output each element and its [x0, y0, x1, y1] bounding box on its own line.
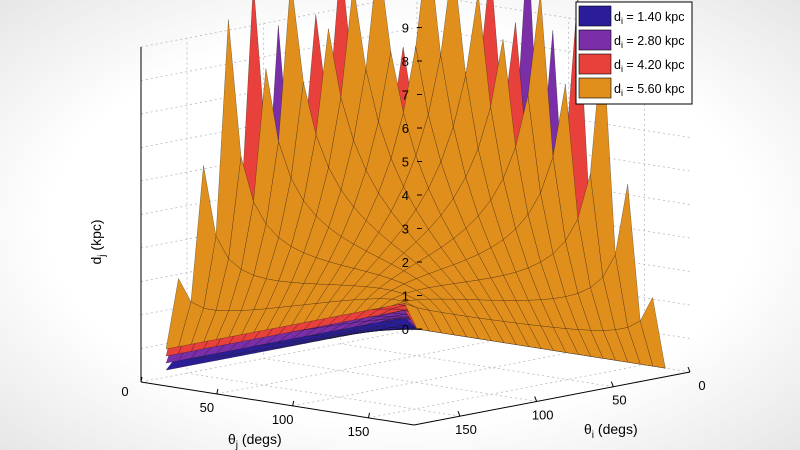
surface-cell [440, 0, 466, 127]
surface-cell [527, 0, 554, 193]
surface-5.6 [165, 0, 666, 369]
legend-label-4: di = 5.60 kpc [614, 82, 684, 98]
legend-item: di = 5.60 kpc [578, 77, 684, 99]
surface-cell [165, 277, 192, 350]
y-tick [457, 410, 461, 417]
legend-swatch-3 [578, 53, 612, 75]
y-tick-label: 0 [698, 378, 705, 393]
surface-cell [415, 0, 441, 115]
y-tick [534, 396, 538, 402]
surface-cell [615, 184, 641, 328]
z-tick-label: 0 [402, 322, 409, 337]
x-tick [140, 376, 143, 383]
legend-item: di = 4.20 kpc [578, 53, 684, 75]
legend-swatch-2 [578, 29, 612, 51]
z-tick-label: 10 [395, 0, 409, 2]
surface-cell [365, 0, 391, 122]
y-tick [610, 381, 614, 387]
surface-cell [490, 39, 516, 180]
surface-cell [465, 0, 491, 149]
legend-swatch-4 [578, 77, 612, 99]
x-tick [292, 400, 295, 406]
y-tick-label: 50 [612, 393, 626, 408]
legend-label-2: di = 2.80 kpc [614, 34, 684, 50]
z-tick-label: 5 [402, 155, 409, 170]
z-tick-label: 1 [402, 289, 409, 304]
surface-cell [552, 84, 579, 242]
z-tick-label: 4 [402, 188, 409, 203]
x-tick [368, 412, 370, 418]
x-tick-label: 0 [121, 384, 128, 399]
surface-meshes [165, 0, 666, 371]
legend-item: di = 2.80 kpc [578, 29, 684, 51]
legend-label-1: di = 1.40 kpc [614, 10, 684, 26]
legend-item: di = 1.40 kpc [578, 5, 684, 27]
z-tick-label: 7 [402, 88, 409, 103]
x-tick-label: 150 [348, 424, 370, 439]
z-tick-label: 3 [402, 222, 409, 237]
grid-line [186, 38, 461, 417]
z-tick-label: 9 [402, 21, 409, 36]
surface-cell [640, 296, 666, 369]
z-tick-label: 8 [402, 54, 409, 69]
y-tick [687, 366, 691, 373]
x-axis-label: θj (degs) [228, 431, 282, 450]
z-tick-label: 6 [402, 121, 409, 136]
x-tick-label: 100 [272, 412, 294, 427]
tick-marks: 012345678910050100150050100150 [121, 0, 705, 439]
surface-cell [340, 0, 367, 141]
surface-cell [315, 28, 342, 168]
x-tick [216, 388, 219, 395]
legend-swatch-1 [578, 5, 612, 27]
z-axis-label: dj (kpc) [88, 219, 108, 264]
grid-line [339, 8, 614, 388]
surface-cell [215, 19, 242, 260]
y-axis-label: θi (degs) [584, 421, 638, 441]
surface-cell [278, 0, 304, 179]
legend-label-3: di = 4.20 kpc [614, 58, 684, 74]
legend: di = 1.40 kpc di = 2.80 kpc di = 4.20 kp… [575, 1, 693, 105]
grid-line [263, 23, 537, 402]
y-tick-label: 100 [532, 407, 554, 422]
z-tick-label: 2 [402, 255, 409, 270]
surface-cell [190, 165, 217, 309]
x-tick-label: 50 [200, 400, 214, 415]
y-tick-label: 150 [455, 422, 477, 437]
surface-cell [253, 68, 279, 225]
